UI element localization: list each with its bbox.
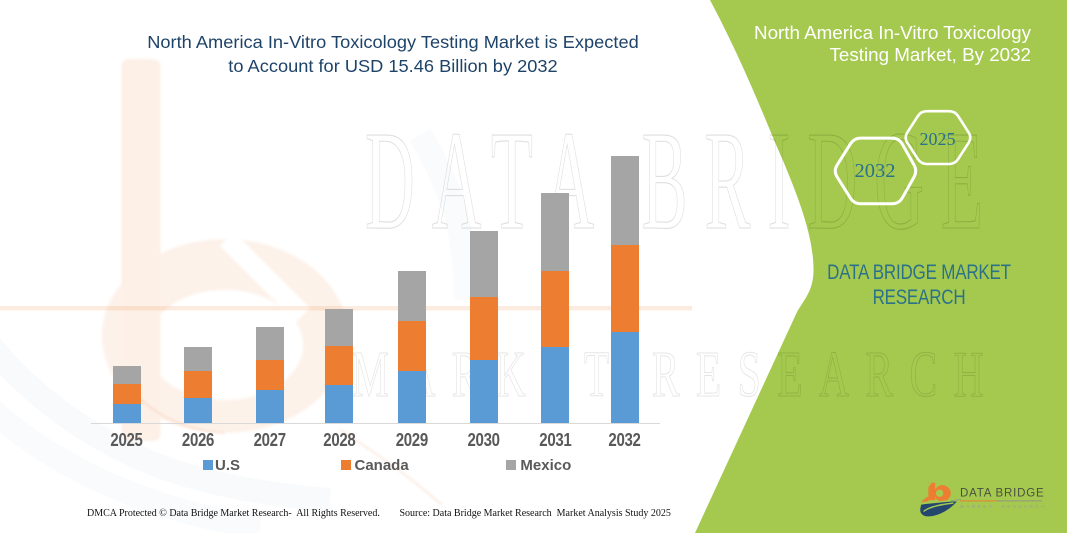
svg-text:DATA BRIDGE: DATA BRIDGE — [960, 487, 1044, 499]
svg-text:2032: 2032 — [855, 160, 896, 182]
svg-text:MARKET RESEARCH: MARKET RESEARCH — [960, 504, 1047, 510]
svg-text:2025: 2025 — [920, 129, 956, 149]
svg-text:MARKET RESEARCH: MARKET RESEARCH — [352, 338, 1000, 411]
